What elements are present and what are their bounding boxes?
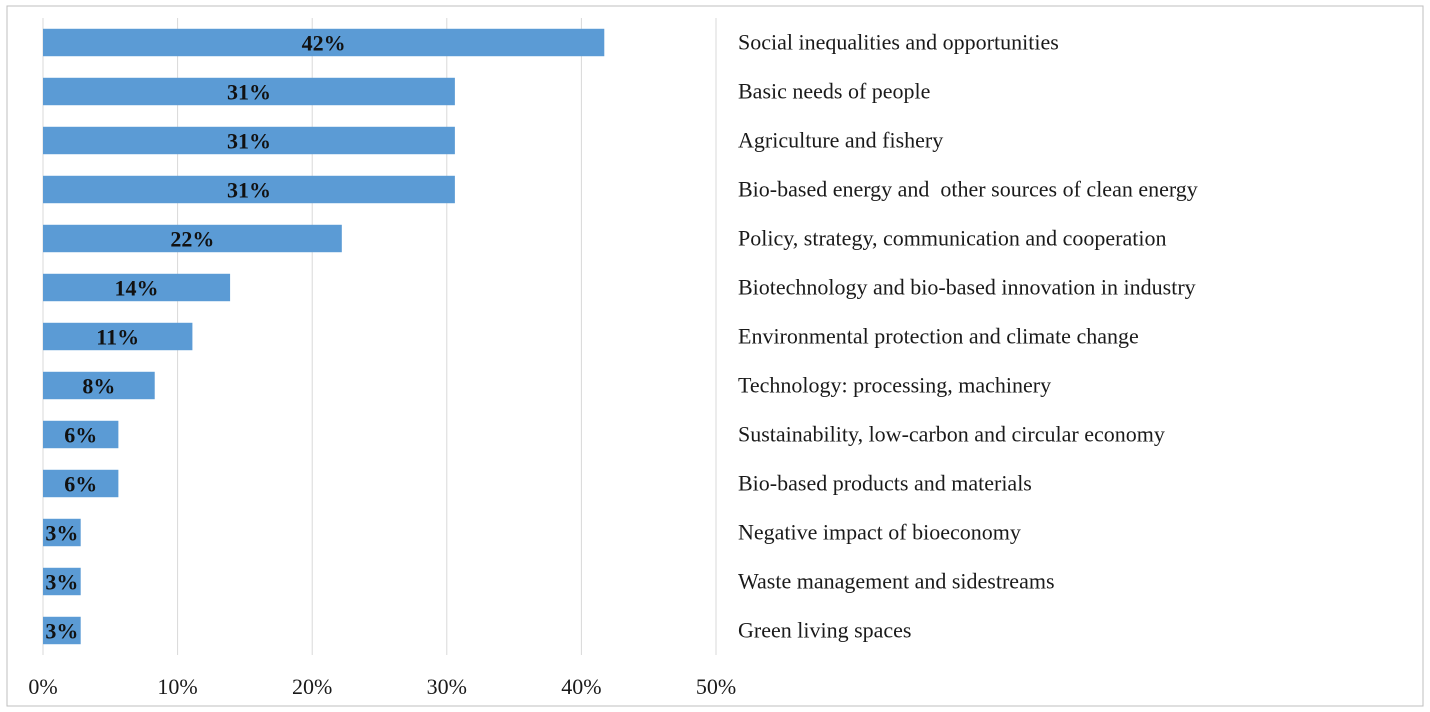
bar bbox=[43, 616, 81, 645]
category-label: Sustainability, low-carbon and circular … bbox=[738, 422, 1165, 447]
x-tick-label: 10% bbox=[157, 674, 197, 699]
bar-data-label: 11% bbox=[96, 325, 139, 350]
bar bbox=[43, 420, 119, 449]
x-tick-label: 20% bbox=[292, 674, 332, 699]
bar-data-label: 22% bbox=[170, 227, 214, 252]
bar-data-label: 14% bbox=[115, 276, 159, 301]
bar bbox=[43, 567, 81, 596]
bar bbox=[43, 322, 193, 351]
category-label: Basic needs of people bbox=[738, 79, 930, 104]
category-label: Biotechnology and bio-based innovation i… bbox=[738, 275, 1196, 300]
bar bbox=[43, 224, 342, 253]
category-labels: Social inequalities and opportunities Bas… bbox=[738, 30, 1198, 643]
category-label: Negative impact of bioeconomy bbox=[738, 520, 1021, 545]
category-label: Agriculture and fishery bbox=[738, 128, 943, 153]
category-label: Policy, strategy, communication and coop… bbox=[738, 226, 1166, 251]
bars bbox=[43, 28, 605, 645]
bar-data-label: 6% bbox=[64, 472, 97, 497]
bar bbox=[43, 469, 119, 498]
bar bbox=[43, 518, 81, 547]
category-label: Technology: processing, machinery bbox=[738, 373, 1051, 398]
bar bbox=[43, 28, 605, 57]
x-tick-label: 30% bbox=[427, 674, 467, 699]
x-tick-label: 50% bbox=[696, 674, 736, 699]
bar-data-label: 42% bbox=[302, 31, 346, 56]
category-label: Green living spaces bbox=[738, 618, 912, 643]
bar bbox=[43, 126, 455, 155]
x-tick-label: 40% bbox=[561, 674, 601, 699]
bar-data-label: 6% bbox=[64, 423, 97, 448]
bar-data-label: 31% bbox=[227, 129, 271, 154]
bar-data-label: 3% bbox=[45, 570, 78, 595]
bar-data-label: 8% bbox=[82, 374, 115, 399]
category-label: Bio-based products and materials bbox=[738, 471, 1032, 496]
category-label: Bio-based energy and other sources of cl… bbox=[738, 177, 1198, 202]
bar-data-label: 3% bbox=[45, 619, 78, 644]
bar bbox=[43, 175, 455, 204]
bar-data-label: 3% bbox=[45, 521, 78, 546]
gridlines bbox=[42, 18, 717, 655]
category-label: Environmental protection and climate cha… bbox=[738, 324, 1139, 349]
data-labels: 42% 31% 31% 31% 22% 14% 11% 8% 6% 6% 3% 3% 3% bbox=[45, 31, 345, 644]
chart-frame bbox=[6, 5, 1424, 707]
bar-data-label: 31% bbox=[227, 80, 271, 105]
category-label: Waste management and sidestreams bbox=[738, 569, 1055, 594]
category-label: Social inequalities and opportunities bbox=[738, 30, 1059, 55]
bar bbox=[43, 77, 455, 106]
x-axis-ticks: 0% 10% 20% 30% 40% 50% bbox=[28, 674, 736, 699]
bar bbox=[43, 371, 155, 400]
bar-data-label: 31% bbox=[227, 178, 271, 203]
bar bbox=[43, 273, 231, 302]
x-tick-label: 0% bbox=[28, 674, 57, 699]
